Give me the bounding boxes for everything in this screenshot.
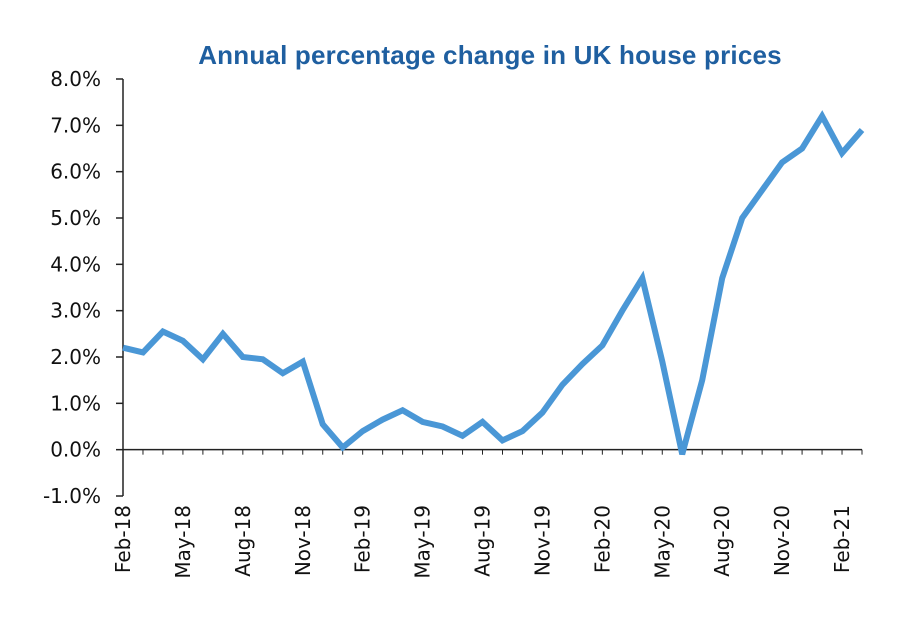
x-tick-label: May-20 <box>650 505 674 579</box>
x-tick-label: May-18 <box>171 505 195 579</box>
series-group <box>122 110 865 456</box>
x-tick-label: Nov-19 <box>530 505 554 576</box>
x-tick-label: May-19 <box>411 505 435 579</box>
x-axis: Feb-18 May-18 Aug-18 Nov-18 Feb-19 May-19 Aug-… <box>111 448 863 579</box>
x-tick-label: Nov-18 <box>291 505 315 576</box>
chart-title: Annual percentage change in UK house pri… <box>198 40 782 70</box>
x-tick-label: Feb-18 <box>111 505 135 573</box>
x-tick-label: Aug-19 <box>471 505 495 577</box>
x-tick-label: Feb-19 <box>351 505 375 573</box>
y-tick-label: 3.0% <box>50 299 101 323</box>
x-tick-label: Nov-20 <box>770 505 794 576</box>
x-tick-label: Aug-20 <box>710 505 734 577</box>
x-tick-label: Aug-18 <box>231 505 255 577</box>
x-tick-label: Feb-20 <box>590 505 614 573</box>
y-tick-label: 6.0% <box>50 160 101 184</box>
y-tick-label: 5.0% <box>50 206 101 230</box>
y-tick-label: 8.0% <box>50 67 101 91</box>
y-tick-label: 2.0% <box>50 345 101 369</box>
y-tick-label: 0.0% <box>50 438 101 462</box>
series-line <box>122 110 865 456</box>
y-tick-label: 7.0% <box>50 113 101 137</box>
y-tick-label: 4.0% <box>50 252 101 276</box>
x-tick-label: Feb-21 <box>830 505 854 573</box>
y-tick-label: -1.0% <box>43 484 101 508</box>
y-axis: 8.0% 7.0% 6.0% 5.0% 4.0% 3.0% 2.0% 1.0% 0.0% -1.0… <box>43 67 124 508</box>
y-tick-label: 1.0% <box>50 391 101 415</box>
